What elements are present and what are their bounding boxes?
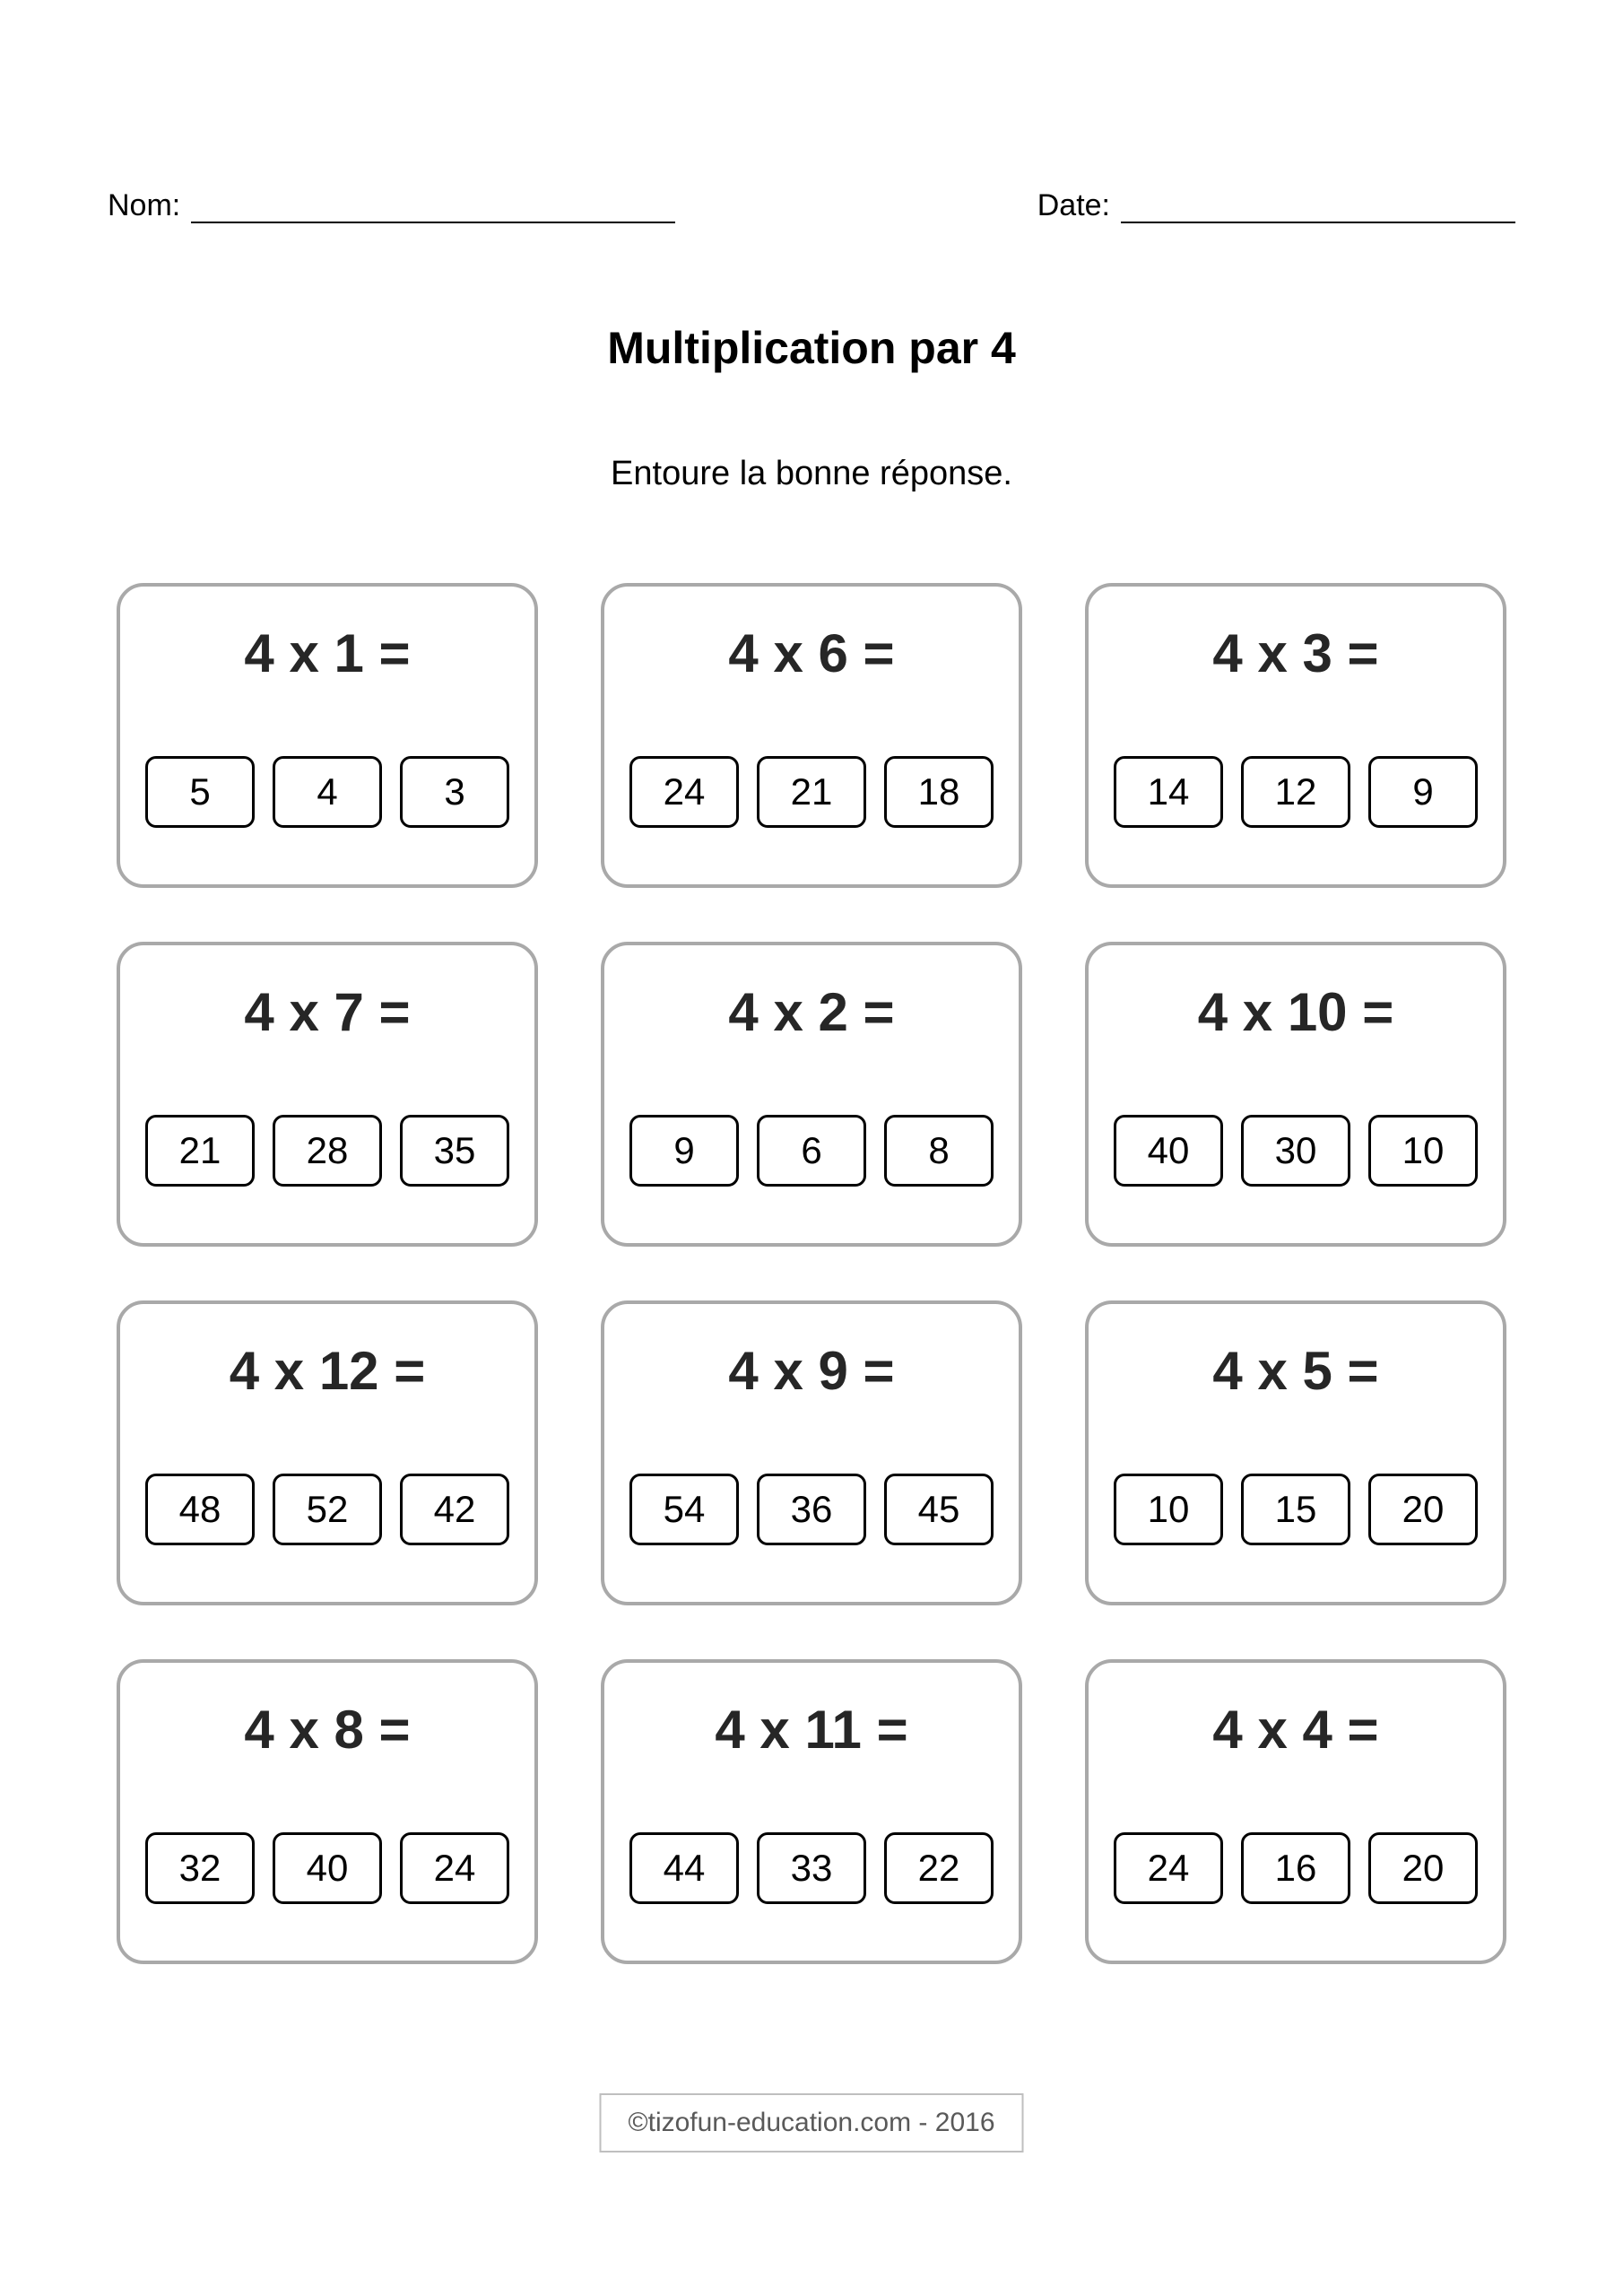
option-row: 212835	[145, 1115, 509, 1187]
answer-option[interactable]: 8	[884, 1115, 994, 1187]
option-row: 10 15 20	[1114, 1474, 1478, 1545]
answer-option[interactable]: 52	[273, 1474, 382, 1545]
answer-option[interactable]: 5	[145, 756, 255, 828]
answer-option[interactable]: 20	[1368, 1474, 1478, 1545]
question-text: 4 x 4 =	[1212, 1699, 1378, 1761]
answer-option[interactable]: 45	[884, 1474, 994, 1545]
answer-option[interactable]: 33	[757, 1832, 866, 1904]
question-text: 4 x 2 =	[728, 981, 894, 1043]
answer-option[interactable]: 21	[145, 1115, 255, 1187]
date-input-line[interactable]	[1121, 193, 1515, 223]
option-row: 543	[145, 756, 509, 828]
question-text: 4 x 3 =	[1212, 622, 1378, 684]
answer-option[interactable]: 30	[1241, 1115, 1350, 1187]
question-card: 4 x 4 = 241620	[1085, 1659, 1506, 1964]
question-card: 4 x 12 = 48 52 42	[117, 1300, 538, 1605]
answer-option[interactable]: 48	[145, 1474, 255, 1545]
answer-option[interactable]: 36	[757, 1474, 866, 1545]
answer-option[interactable]: 4	[273, 756, 382, 828]
answer-option[interactable]: 28	[273, 1115, 382, 1187]
question-card: 4 x 11 = 443322	[601, 1659, 1022, 1964]
question-text: 4 x 1 =	[244, 622, 410, 684]
question-text: 4 x 11 =	[715, 1699, 907, 1761]
question-text: 4 x 6 =	[728, 622, 894, 684]
answer-option[interactable]: 24	[1114, 1832, 1223, 1904]
answer-option[interactable]: 42	[400, 1474, 509, 1545]
question-text: 4 x 10 =	[1198, 981, 1394, 1043]
option-row: 968	[629, 1115, 994, 1187]
answer-option[interactable]: 12	[1241, 756, 1350, 828]
answer-option[interactable]: 40	[1114, 1115, 1223, 1187]
answer-option[interactable]: 9	[629, 1115, 739, 1187]
instruction-text: Entoure la bonne réponse.	[108, 455, 1515, 493]
answer-option[interactable]: 18	[884, 756, 994, 828]
footer-credit: ©tizofun-education.com - 2016	[600, 2093, 1024, 2152]
option-row: 14129	[1114, 756, 1478, 828]
answer-option[interactable]: 24	[629, 756, 739, 828]
name-label: Nom:	[108, 188, 180, 223]
question-card: 4 x 1 = 543	[117, 583, 538, 888]
question-card: 4 x 8 = 324024	[117, 1659, 538, 1964]
question-card: 4 x 10 = 403010	[1085, 942, 1506, 1247]
answer-option[interactable]: 20	[1368, 1832, 1478, 1904]
option-row: 443322	[629, 1832, 994, 1904]
header-row: Nom: Date:	[108, 188, 1515, 223]
question-text: 4 x 7 =	[244, 981, 410, 1043]
name-input-line[interactable]	[191, 193, 675, 223]
question-text: 4 x 9 =	[728, 1340, 894, 1402]
question-grid: 4 x 1 =5434 x 6 =2421184 x 3 =141294 x 7…	[108, 583, 1515, 1964]
page-title: Multiplication par 4	[108, 322, 1515, 374]
question-card: 4 x 2 = 968	[601, 942, 1022, 1247]
answer-option[interactable]: 35	[400, 1115, 509, 1187]
answer-option[interactable]: 32	[145, 1832, 255, 1904]
answer-option[interactable]: 22	[884, 1832, 994, 1904]
answer-option[interactable]: 15	[1241, 1474, 1350, 1545]
question-card: 4 x 3 = 14129	[1085, 583, 1506, 888]
date-label: Date:	[1037, 188, 1110, 223]
question-card: 4 x 7 = 212835	[117, 942, 538, 1247]
answer-option[interactable]: 14	[1114, 756, 1223, 828]
answer-option[interactable]: 6	[757, 1115, 866, 1187]
option-row: 241620	[1114, 1832, 1478, 1904]
answer-option[interactable]: 10	[1368, 1115, 1478, 1187]
answer-option[interactable]: 9	[1368, 756, 1478, 828]
answer-option[interactable]: 10	[1114, 1474, 1223, 1545]
answer-option[interactable]: 16	[1241, 1832, 1350, 1904]
option-row: 48 52 42	[145, 1474, 509, 1545]
answer-option[interactable]: 21	[757, 756, 866, 828]
option-row: 324024	[145, 1832, 509, 1904]
question-text: 4 x 12 =	[230, 1340, 426, 1402]
question-text: 4 x 5 =	[1212, 1340, 1378, 1402]
worksheet-page: Nom: Date: Multiplication par 4 Entoure …	[0, 0, 1623, 2296]
answer-option[interactable]: 40	[273, 1832, 382, 1904]
question-card: 4 x 9 = 54 36 45	[601, 1300, 1022, 1605]
date-field: Date:	[1037, 188, 1515, 223]
answer-option[interactable]: 3	[400, 756, 509, 828]
answer-option[interactable]: 24	[400, 1832, 509, 1904]
option-row: 403010	[1114, 1115, 1478, 1187]
answer-option[interactable]: 44	[629, 1832, 739, 1904]
question-text: 4 x 8 =	[244, 1699, 410, 1761]
question-card: 4 x 5 = 10 15 20	[1085, 1300, 1506, 1605]
option-row: 54 36 45	[629, 1474, 994, 1545]
name-field: Nom:	[108, 188, 675, 223]
question-card: 4 x 6 = 242118	[601, 583, 1022, 888]
option-row: 242118	[629, 756, 994, 828]
answer-option[interactable]: 54	[629, 1474, 739, 1545]
